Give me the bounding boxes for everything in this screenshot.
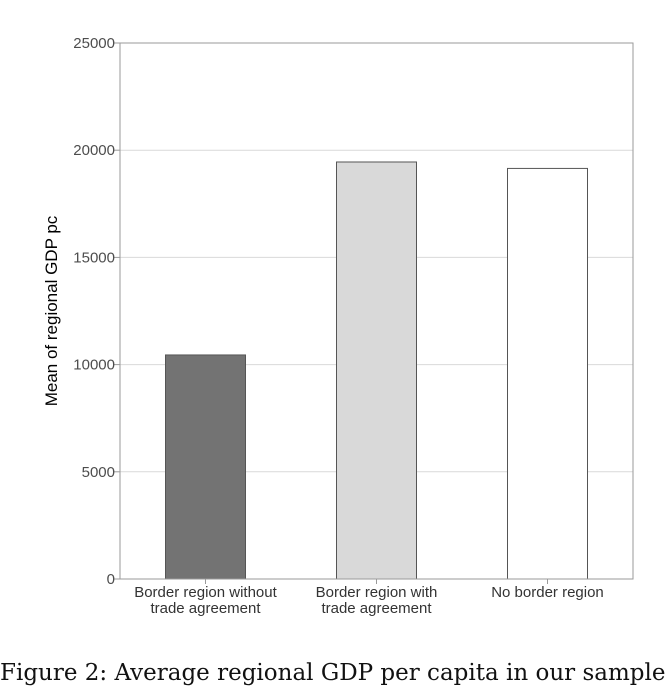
x-tick-label: No border region bbox=[491, 584, 604, 601]
bar bbox=[507, 167, 588, 580]
y-tick-label: 15000 bbox=[73, 249, 115, 266]
y-tick-label: 5000 bbox=[82, 464, 115, 481]
bars bbox=[165, 161, 588, 580]
y-axis-label: Mean of regional GDP pc bbox=[42, 215, 61, 406]
x-tick-label: trade agreement bbox=[321, 600, 432, 617]
y-tick-label: 25000 bbox=[73, 35, 115, 52]
y-axis-ticks: 0 5000 10000 15000 20000 25000 bbox=[73, 35, 120, 588]
figure-caption: Figure 2: Average regional GDP per capit… bbox=[0, 660, 667, 686]
x-tick-label: trade agreement bbox=[150, 600, 261, 617]
y-tick-label: 0 bbox=[107, 571, 115, 588]
bar bbox=[165, 354, 246, 580]
x-tick-label: Border region without bbox=[134, 584, 277, 601]
y-tick-label: 20000 bbox=[73, 142, 115, 159]
bar bbox=[336, 161, 417, 580]
x-tick-label: Border region with bbox=[316, 584, 438, 601]
bar-chart: 0 5000 10000 15000 20000 25000 Border region … bbox=[42, 35, 634, 617]
y-tick-label: 10000 bbox=[73, 357, 115, 374]
